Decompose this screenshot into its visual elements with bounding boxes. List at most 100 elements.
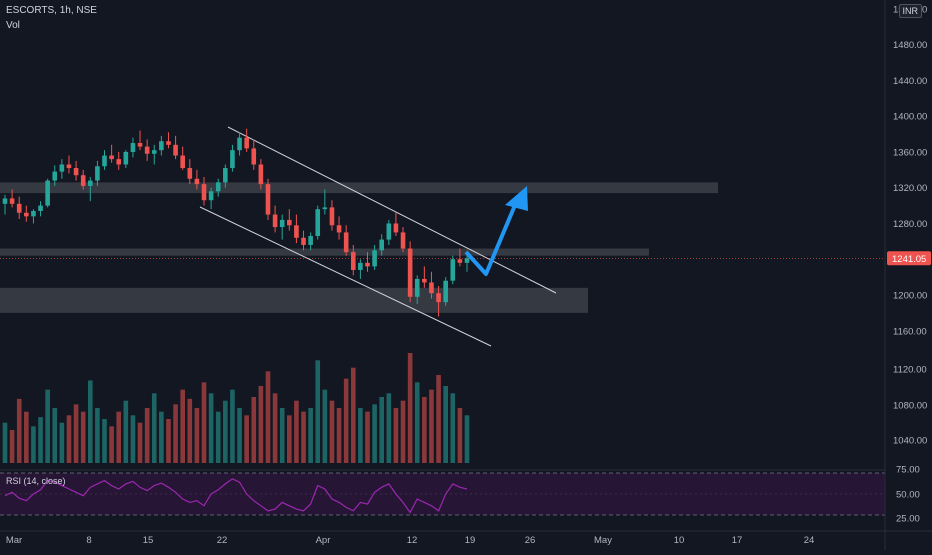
volume-bar[interactable]: [208, 393, 214, 463]
volume-bar[interactable]: [230, 389, 235, 463]
volume-bar[interactable]: [45, 389, 50, 463]
candle-body[interactable]: [457, 259, 463, 263]
candle-body[interactable]: [258, 164, 264, 185]
volume-bar[interactable]: [16, 398, 22, 463]
candle-body[interactable]: [358, 262, 363, 270]
candle-body[interactable]: [272, 214, 278, 228]
candle-body[interactable]: [201, 184, 207, 201]
volume-bar[interactable]: [87, 380, 93, 464]
rsi-legend[interactable]: RSI (14, close): [6, 476, 66, 486]
candle-body[interactable]: [350, 252, 356, 270]
candle-body[interactable]: [379, 239, 385, 251]
currency-badge[interactable]: INR: [898, 4, 922, 18]
channel-lower-line[interactable]: [199, 206, 492, 347]
candle-body[interactable]: [365, 262, 370, 267]
candle-body[interactable]: [386, 223, 392, 240]
zone-rect[interactable]: [0, 182, 718, 194]
candle-body[interactable]: [429, 282, 434, 294]
volume-bar[interactable]: [223, 400, 228, 463]
candle-body[interactable]: [400, 232, 406, 249]
volume-bar[interactable]: [137, 422, 143, 463]
volume-bar[interactable]: [66, 415, 72, 463]
candle-body[interactable]: [279, 219, 285, 228]
candle-body[interactable]: [315, 209, 321, 236]
candle-body[interactable]: [308, 235, 313, 245]
candle-body[interactable]: [52, 171, 58, 181]
candle-body[interactable]: [45, 180, 50, 206]
candle-body[interactable]: [31, 210, 36, 217]
volume-bar[interactable]: [251, 397, 257, 463]
zone-rect[interactable]: [0, 287, 588, 313]
volume-bar[interactable]: [258, 386, 264, 463]
volume-bar[interactable]: [336, 408, 342, 463]
volume-bar[interactable]: [265, 371, 271, 463]
candle-body[interactable]: [464, 258, 470, 263]
candle-body[interactable]: [223, 168, 228, 183]
zone-rect[interactable]: [0, 248, 649, 256]
volume-bar[interactable]: [73, 404, 79, 463]
volume-bar[interactable]: [9, 430, 15, 463]
candle-body[interactable]: [16, 203, 22, 213]
volume-bar[interactable]: [59, 422, 65, 463]
volume-bar[interactable]: [151, 393, 157, 463]
volume-bar[interactable]: [244, 415, 249, 463]
candle-body[interactable]: [322, 207, 328, 210]
candle-body[interactable]: [102, 155, 107, 167]
candle-body[interactable]: [336, 225, 342, 233]
candle-body[interactable]: [393, 223, 399, 233]
volume-bar[interactable]: [237, 408, 242, 463]
candle-body[interactable]: [230, 150, 235, 169]
volume-bar[interactable]: [436, 375, 441, 463]
candle-body[interactable]: [73, 168, 79, 176]
volume-bar[interactable]: [38, 417, 43, 463]
volume-bar[interactable]: [180, 389, 185, 463]
volume-bar[interactable]: [450, 393, 456, 463]
volume-bar[interactable]: [443, 386, 448, 463]
volume-bar[interactable]: [407, 353, 413, 463]
volume-bar[interactable]: [272, 393, 278, 463]
candle-body[interactable]: [116, 159, 122, 165]
volume-bar[interactable]: [350, 367, 356, 463]
projection-arrowhead[interactable]: [505, 186, 528, 211]
volume-bar[interactable]: [201, 382, 207, 463]
volume-bar[interactable]: [116, 411, 122, 463]
candle-body[interactable]: [137, 143, 143, 147]
candle-body[interactable]: [343, 232, 349, 253]
candle-body[interactable]: [144, 146, 150, 154]
volume-bar[interactable]: [414, 382, 420, 463]
volume-bar[interactable]: [287, 415, 292, 463]
candle-body[interactable]: [151, 150, 157, 154]
candle-body[interactable]: [414, 278, 420, 297]
channel-upper-line[interactable]: [227, 126, 557, 294]
volume-bar[interactable]: [457, 408, 463, 463]
candle-body[interactable]: [80, 175, 86, 186]
candle-body[interactable]: [87, 180, 93, 186]
candle-body[interactable]: [237, 137, 242, 151]
volume-bar[interactable]: [393, 408, 399, 463]
volume-bar[interactable]: [343, 378, 349, 463]
volume-bar[interactable]: [386, 393, 392, 463]
volume-bar[interactable]: [24, 411, 29, 463]
candle-body[interactable]: [251, 148, 257, 165]
candle-body[interactable]: [450, 259, 456, 281]
candle-body[interactable]: [38, 205, 43, 211]
volume-bar[interactable]: [379, 397, 385, 463]
candle-body[interactable]: [109, 155, 114, 160]
volume-bar[interactable]: [301, 411, 306, 463]
volume-bar[interactable]: [187, 398, 193, 463]
volume-bar[interactable]: [365, 411, 370, 463]
candle-body[interactable]: [159, 141, 164, 151]
volume-bar[interactable]: [315, 360, 321, 463]
volume-bar[interactable]: [80, 411, 86, 463]
candle-body[interactable]: [301, 237, 306, 245]
volume-bar[interactable]: [215, 411, 221, 463]
candle-body[interactable]: [130, 143, 136, 152]
volume-bar[interactable]: [102, 419, 107, 463]
volume-bar[interactable]: [123, 400, 129, 463]
volume-bar[interactable]: [294, 400, 299, 463]
candle-body[interactable]: [436, 293, 441, 303]
volume-bar[interactable]: [144, 408, 150, 463]
candle-body[interactable]: [422, 278, 427, 283]
volume-bar[interactable]: [429, 389, 434, 463]
